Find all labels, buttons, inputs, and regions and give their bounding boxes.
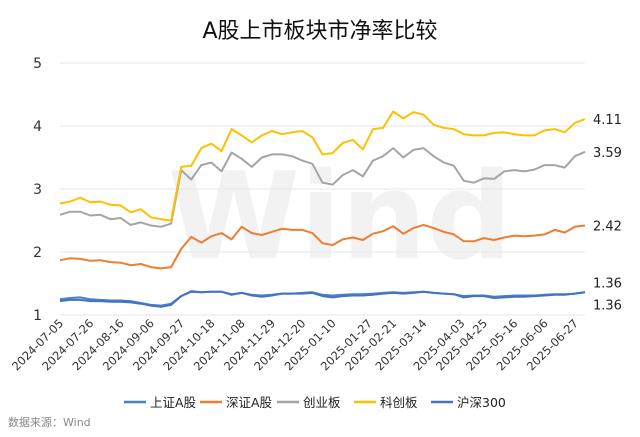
end-label-0: 1.36 — [593, 276, 622, 291]
y-tick-label: 3 — [33, 182, 42, 198]
x-axis: 2024-07-052024-07-262024-08-162024-09-06… — [9, 316, 581, 373]
end-labels: 1.36 2.42 3.59 4.11 1.36 — [593, 113, 622, 313]
y-tick-label: 4 — [33, 119, 42, 135]
legend-label-2: 创业板 — [303, 395, 341, 410]
series-line-1 — [59, 223, 586, 270]
end-label-3: 4.11 — [593, 113, 622, 128]
legend-label-1: 深证A股 — [226, 395, 273, 410]
end-label-4: 1.36 — [593, 298, 622, 313]
y-tick-label: 5 — [33, 56, 42, 72]
y-tick-label: 1 — [33, 308, 42, 324]
series-line-3 — [59, 110, 586, 222]
series-line-2 — [59, 147, 586, 228]
chart-title: A股上市板块市净率比较 — [202, 19, 437, 44]
y-axis: 1 2 3 4 5 — [33, 56, 42, 324]
grid — [60, 62, 585, 316]
series-line-4 — [59, 290, 586, 308]
legend-label-0: 上证A股 — [150, 395, 197, 410]
legend-label-4: 沪深300 — [457, 395, 506, 410]
end-label-1: 2.42 — [593, 220, 622, 235]
series-lines — [59, 110, 586, 308]
legend-label-3: 科创板 — [380, 395, 418, 410]
source-note: 数据来源：Wind — [8, 415, 91, 429]
end-label-2: 3.59 — [593, 146, 622, 161]
y-tick-label: 2 — [33, 245, 42, 261]
legend: 上证A股 深证A股 创业板 科创板 沪深300 — [124, 395, 506, 410]
watermark: Wind — [168, 148, 513, 287]
